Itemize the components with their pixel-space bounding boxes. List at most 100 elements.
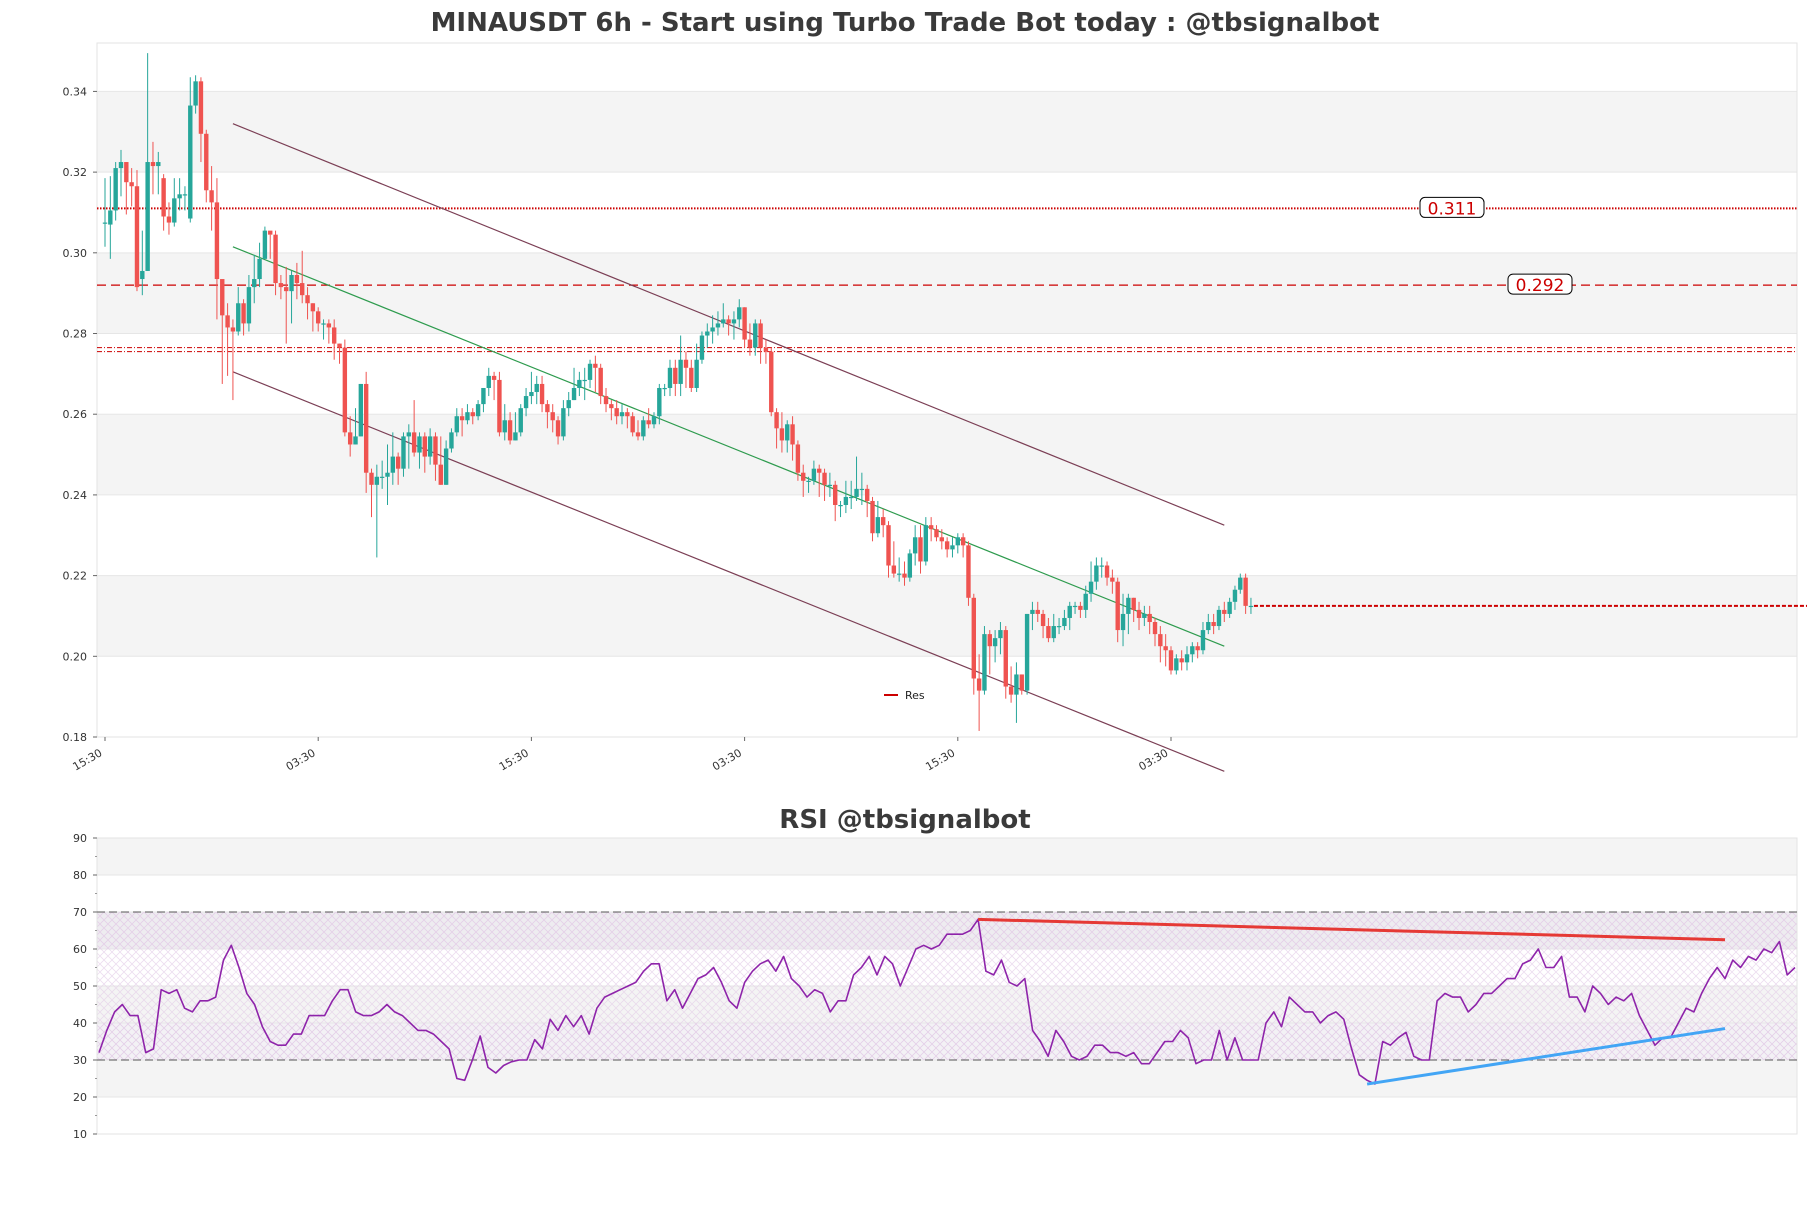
candle-body <box>443 448 449 485</box>
candle-body <box>966 545 971 598</box>
candle-body <box>667 367 673 388</box>
candle-body <box>593 363 598 368</box>
candle-body <box>1062 617 1067 627</box>
candle-body <box>1142 613 1147 618</box>
candle-body <box>156 162 161 167</box>
candle-body <box>102 222 108 224</box>
candle-body <box>779 428 785 441</box>
rsi-chart: RSI @tbsignalbot 10 20 30 40 50 60 70 80 90 <box>73 805 1798 1141</box>
candle-body <box>310 303 316 312</box>
candle-body <box>1126 597 1131 614</box>
candle-body <box>619 412 625 417</box>
candle-body <box>497 379 502 433</box>
candle-body <box>1078 605 1083 610</box>
level-label-box <box>1419 196 1485 218</box>
candle-body <box>790 424 795 445</box>
candle-body <box>177 194 182 199</box>
y-tick-label: 0.32 <box>63 166 88 179</box>
candle-body <box>1168 650 1174 671</box>
candle-body <box>769 351 774 413</box>
candle-body <box>193 81 198 106</box>
candle-body <box>854 488 859 497</box>
candle-body <box>971 597 976 679</box>
candle-body <box>1238 577 1243 590</box>
candle-body <box>1019 674 1024 691</box>
price-chart: MINAUSDT 6h - Start using Turbo Trade Bo… <box>63 8 1807 773</box>
candle-body <box>1195 646 1200 651</box>
candle-body <box>1232 589 1238 602</box>
candle-body <box>577 379 582 388</box>
candle-body <box>278 283 284 288</box>
candle-body <box>459 416 465 421</box>
y-tick-label: 0.26 <box>63 408 88 421</box>
candle-body <box>284 287 289 292</box>
rsi-zones <box>97 912 1797 1060</box>
candle-body <box>337 343 342 348</box>
candle-body <box>737 307 742 320</box>
rsi-y-tick-label: 20 <box>73 1091 87 1104</box>
candle-body <box>960 537 966 546</box>
candle-body <box>1099 565 1104 567</box>
candle-body <box>268 230 273 235</box>
candle-body <box>347 432 353 445</box>
candle-body <box>1216 609 1222 627</box>
candle-body <box>849 496 854 499</box>
candle-body <box>529 392 534 397</box>
channel-line-mid <box>232 246 1225 647</box>
candle-body <box>1030 609 1035 614</box>
candle-body <box>1184 654 1190 663</box>
candle-body <box>236 303 241 332</box>
candle-body <box>747 339 753 348</box>
price-x-axis: 15:30 03:30 15:30 03:30 15:30 03:30 <box>71 737 1172 773</box>
candle-body <box>886 525 891 566</box>
rsi-trend-lines <box>978 917 1726 1086</box>
candle-body <box>220 279 225 316</box>
x-tick-label: 03:30 <box>710 746 744 773</box>
candle-body <box>465 412 470 421</box>
candle-body <box>1094 565 1099 582</box>
candle-body <box>582 379 587 382</box>
candle-body <box>795 444 801 473</box>
candle-body <box>513 432 518 441</box>
candle-body <box>1008 686 1014 695</box>
price-grid-bands <box>97 90 1797 738</box>
candle-body <box>806 480 811 482</box>
candle-body <box>902 573 907 578</box>
rsi-y-tick-label: 90 <box>73 832 87 845</box>
candle-body <box>166 216 172 223</box>
rsi-line <box>98 918 1796 1085</box>
candle-body <box>1088 581 1094 594</box>
candle-body <box>150 162 156 167</box>
candle-body <box>134 186 140 288</box>
rsi-chart-title: RSI @tbsignalbot <box>779 805 1030 835</box>
price-chart-title: MINAUSDT 6h - Start using Turbo Trade Bo… <box>431 8 1380 38</box>
candle-body <box>651 416 657 425</box>
candle-body <box>433 436 438 465</box>
candle-body <box>294 275 300 284</box>
candle-body <box>566 400 571 409</box>
candle-body <box>214 202 220 280</box>
candle-body <box>1179 658 1184 663</box>
candle-body <box>1040 613 1046 627</box>
candle-body <box>379 476 385 478</box>
candle-body <box>571 387 577 401</box>
candle-body <box>124 162 129 183</box>
candle-body <box>140 270 145 280</box>
candle-body <box>657 387 662 417</box>
candle-body <box>1222 609 1227 614</box>
candle-body <box>406 432 412 437</box>
candle-body <box>209 190 214 203</box>
candle-body <box>827 484 833 487</box>
candle-body <box>1014 674 1019 695</box>
candle-body <box>486 375 491 388</box>
candle-body <box>545 404 550 413</box>
level-label-text: 0.311 <box>1428 199 1477 219</box>
candle-body <box>587 363 593 380</box>
rsi-zone-hatch <box>97 1023 1797 1060</box>
x-tick-label: 15:30 <box>497 746 531 773</box>
candle-body <box>1190 646 1195 655</box>
candle-body <box>326 323 332 328</box>
candle-body <box>928 525 934 530</box>
channel-line-lower <box>232 371 1225 772</box>
candle-body <box>891 565 897 574</box>
